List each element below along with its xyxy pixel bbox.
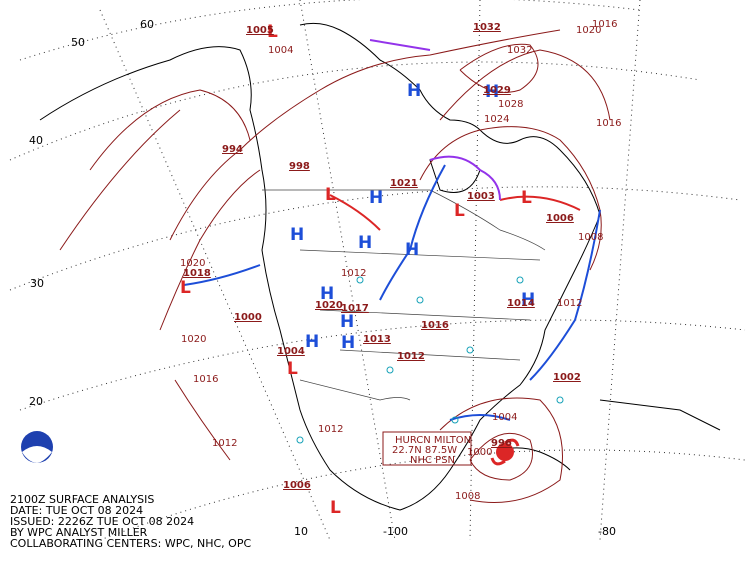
center-pressure: 1004 [277, 346, 305, 357]
latlon-label: 60 [140, 18, 154, 31]
isobar-label: 1024 [484, 114, 509, 125]
noaa-logo [21, 431, 53, 463]
isobar-label: 1020 [180, 258, 205, 269]
center-pressure: 1021 [390, 178, 418, 189]
low-center: L [330, 498, 341, 518]
isobar-label: 1004 [268, 45, 293, 56]
latlon-label: -100 [383, 525, 408, 538]
latlon-label: 10 [294, 525, 308, 538]
latlon-label: -80 [598, 525, 616, 538]
high-center: H [405, 240, 419, 260]
center-pressure: 1018 [183, 268, 211, 279]
latlon-label: 20 [29, 395, 43, 408]
hurricane-label: HURCN MILTON [395, 435, 471, 446]
center-pressure: 1029 [483, 85, 511, 96]
high-center: H [358, 233, 372, 253]
high-center: H [407, 81, 421, 101]
center-pressure: 1000 [234, 312, 262, 323]
isobar-label: 1012 [341, 268, 366, 279]
isobar-label: 1016 [592, 19, 617, 30]
center-pressure: 1020 [315, 300, 343, 311]
center-pressure: 1006 [283, 480, 311, 491]
high-center: H [369, 188, 383, 208]
low-center: L [521, 188, 532, 208]
low-center: L [454, 201, 465, 221]
hurricane-label: 22.7N 87.5W [392, 445, 457, 456]
isobar-label: 1016 [193, 374, 218, 385]
title-line: 2100Z SURFACE ANALYSIS [10, 493, 154, 506]
title-line: DATE: TUE OCT 08 2024 [10, 504, 143, 517]
hurricane-label: NHC PSN [410, 455, 455, 466]
center-pressure: 1005 [246, 25, 274, 36]
high-center: H [341, 333, 355, 353]
high-center: H [340, 312, 354, 332]
high-center: H [320, 284, 334, 304]
low-center: L [325, 185, 336, 205]
isobars [59, 29, 611, 503]
center-pressure: 1014 [507, 298, 535, 309]
isobar-label: 1020 [576, 25, 601, 36]
isobar-label: 1000 [467, 447, 492, 458]
title-line: BY WPC ANALYST MILLER [10, 526, 148, 539]
center-pressure: 998 [289, 161, 310, 172]
low-center: L [180, 278, 191, 298]
center-pressure: 1002 [553, 372, 581, 383]
high-center: H [290, 225, 304, 245]
center-pressure: 996 [491, 438, 512, 449]
isobar-label: 1012 [318, 424, 343, 435]
isobar-label: 1008 [578, 232, 603, 243]
high-center: H [485, 82, 499, 102]
isobar-label: 1028 [498, 99, 523, 110]
center-pressure: 1032 [473, 22, 501, 33]
graticule [9, 0, 746, 541]
latlon-label: 50 [71, 36, 85, 49]
latlon-label: 30 [30, 277, 44, 290]
low-center: L [267, 22, 278, 42]
center-pressure: 1006 [546, 213, 574, 224]
center-pressure: 1013 [363, 334, 391, 345]
fronts [183, 39, 601, 421]
isobar-label: 1004 [492, 412, 517, 423]
high-center: H [305, 332, 319, 352]
hurricane-box [382, 431, 472, 466]
title-line: COLLABORATING CENTERS: WPC, NHC, OPC [10, 537, 251, 550]
isobar-label: 1020 [181, 334, 206, 345]
center-pressure: 1012 [397, 351, 425, 362]
center-pressure: 994 [222, 144, 243, 155]
isobar-label: 1016 [596, 118, 621, 129]
isobar-label: 1012 [557, 298, 582, 309]
isobar-label: 1008 [455, 491, 480, 502]
low-center: L [287, 359, 298, 379]
high-center: H [521, 290, 535, 310]
hurricane-symbol [490, 438, 520, 466]
center-pressure: 1003 [467, 191, 495, 202]
title-line: ISSUED: 2226Z TUE OCT 08 2024 [10, 515, 194, 528]
isobar-label: 1032 [507, 45, 532, 56]
latlon-label: 40 [29, 134, 43, 147]
center-pressure: 1016 [421, 320, 449, 331]
borders [262, 189, 546, 401]
isobar-label: 1012 [212, 438, 237, 449]
center-pressure: 1017 [341, 303, 369, 314]
station-plots [296, 276, 564, 444]
